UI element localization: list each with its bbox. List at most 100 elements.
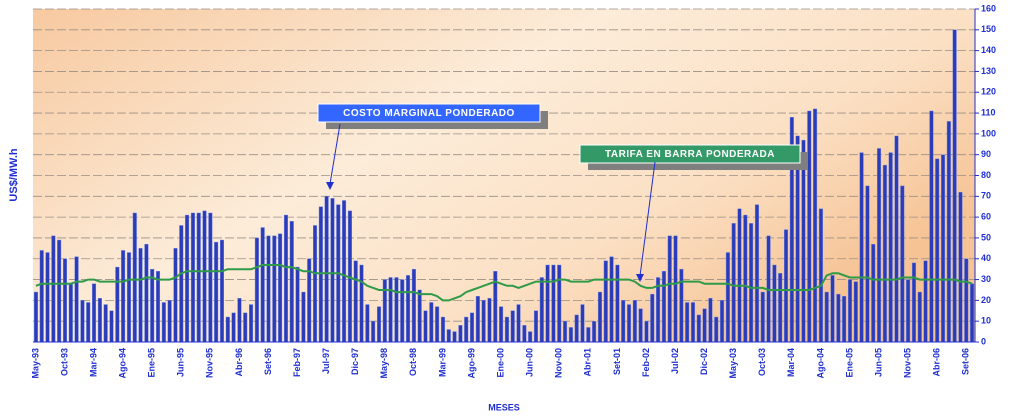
annotation-box <box>317 103 541 123</box>
bar <box>481 300 486 343</box>
bar <box>452 331 457 343</box>
bar <box>859 152 864 343</box>
bar <box>214 241 219 343</box>
bar <box>737 208 742 343</box>
y-tick-label: 60 <box>981 212 991 222</box>
bar <box>702 308 707 343</box>
bar <box>679 268 684 343</box>
x-tick-label: Feb-02 <box>641 348 651 377</box>
bar <box>830 275 835 343</box>
bar <box>371 320 376 343</box>
bar <box>574 314 579 343</box>
bar <box>708 298 713 343</box>
bar <box>231 312 236 343</box>
y-tick-label: 90 <box>981 149 991 159</box>
bar <box>592 320 597 343</box>
bar <box>103 304 108 343</box>
bar <box>882 164 887 343</box>
annotation-box <box>579 144 801 164</box>
bar <box>853 281 858 343</box>
x-tick-label: Ago-94 <box>118 348 128 379</box>
bar <box>458 325 463 343</box>
x-tick-label: Jun-95 <box>176 348 186 377</box>
bar <box>237 298 242 343</box>
x-tick-label: Set-01 <box>612 348 622 375</box>
bar <box>318 206 323 343</box>
bar <box>249 304 254 343</box>
bar <box>144 243 149 343</box>
bar <box>68 283 73 343</box>
bar <box>126 252 131 343</box>
x-tick-label: Jul-97 <box>321 348 331 374</box>
bar <box>301 291 306 343</box>
x-tick-label: Oct-98 <box>408 348 418 376</box>
bar <box>86 302 91 343</box>
bar <box>557 264 562 343</box>
bar <box>132 212 137 343</box>
x-tick-label: Oct-03 <box>757 348 767 376</box>
annotation-arrow <box>639 161 656 277</box>
bar <box>690 302 695 343</box>
bar <box>499 306 504 343</box>
bar <box>743 214 748 343</box>
annotation-text: TARIFA EN BARRA PONDERADA <box>605 149 775 160</box>
bar <box>487 298 492 343</box>
bar <box>115 266 120 343</box>
bar <box>138 248 143 343</box>
bar <box>504 316 509 343</box>
bar <box>609 256 614 343</box>
bar <box>423 310 428 343</box>
bar <box>359 264 364 343</box>
y-tick-label: 120 <box>981 87 996 97</box>
bar <box>818 208 823 343</box>
bar <box>597 291 602 343</box>
bar <box>824 291 829 343</box>
bar <box>894 135 899 343</box>
x-tick-label: Set-06 <box>961 348 971 375</box>
bar <box>970 283 975 343</box>
x-tick-label: Dic-02 <box>699 348 709 375</box>
bar <box>725 252 730 343</box>
bar <box>260 227 265 343</box>
bar <box>254 237 259 343</box>
annotation-arrow <box>329 123 341 185</box>
bar <box>760 291 765 343</box>
bar <box>900 185 905 343</box>
bar <box>836 293 841 343</box>
bar <box>533 310 538 343</box>
y-tick-label: 0 <box>981 336 986 346</box>
bar <box>324 196 329 343</box>
annotation-arrowhead <box>636 274 644 282</box>
bar <box>179 225 184 343</box>
bar <box>632 300 637 343</box>
x-tick-label: May-98 <box>379 348 389 379</box>
bar <box>568 327 573 343</box>
bar <box>510 310 515 343</box>
x-tick-label: May-03 <box>728 348 738 379</box>
bar <box>871 243 876 343</box>
y-tick-label: 40 <box>981 253 991 263</box>
x-tick-label: Ene-05 <box>844 348 854 378</box>
bar <box>283 214 288 343</box>
bar <box>667 235 672 343</box>
bar <box>475 296 480 343</box>
bar <box>330 198 335 343</box>
bar <box>935 158 940 343</box>
bar <box>638 308 643 343</box>
y-tick-label: 130 <box>981 66 996 76</box>
y-tick-label: 100 <box>981 128 996 138</box>
x-tick-label: May-93 <box>30 348 40 379</box>
bar <box>946 121 951 343</box>
bar <box>923 260 928 343</box>
y-tick-label: 140 <box>981 45 996 55</box>
bar <box>539 277 544 343</box>
bar <box>440 316 445 343</box>
x-tick-label: Nov-95 <box>205 348 215 378</box>
bar <box>202 210 207 343</box>
bar <box>650 293 655 343</box>
bar <box>196 212 201 343</box>
bar <box>865 185 870 343</box>
bar <box>121 250 126 343</box>
bar <box>714 316 719 343</box>
